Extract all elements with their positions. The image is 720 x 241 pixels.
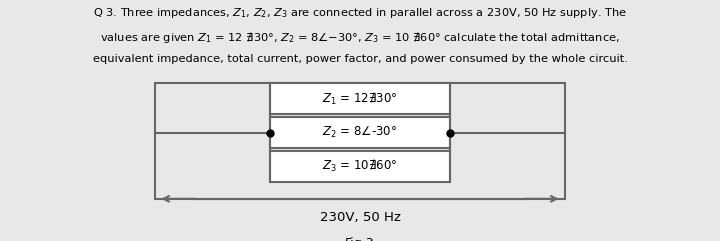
Bar bbox=[155, 83, 565, 199]
Bar bbox=[270, 117, 450, 148]
Bar bbox=[270, 151, 450, 182]
Text: $Z_2$ = 8∠-30°: $Z_2$ = 8∠-30° bbox=[323, 125, 397, 140]
Bar bbox=[270, 83, 450, 114]
Text: $Z_1$ = 12∄30°: $Z_1$ = 12∄30° bbox=[323, 91, 397, 107]
Text: Fig.3: Fig.3 bbox=[345, 237, 375, 241]
Text: Q 3. Three impedances, $Z_1$, $Z_2$, $Z_3$ are connected in parallel across a 23: Q 3. Three impedances, $Z_1$, $Z_2$, $Z_… bbox=[93, 6, 627, 20]
Text: equivalent impedance, total current, power factor, and power consumed by the who: equivalent impedance, total current, pow… bbox=[93, 54, 627, 64]
Text: $Z_3$ = 10∄60°: $Z_3$ = 10∄60° bbox=[323, 158, 397, 174]
Text: values are given $Z_1$ = 12 ∄30°, $Z_2$ = 8∠−30°, $Z_3$ = 10 ∄60° calculate the : values are given $Z_1$ = 12 ∄30°, $Z_2$ … bbox=[100, 30, 620, 45]
Text: 230V, 50 Hz: 230V, 50 Hz bbox=[320, 211, 400, 224]
